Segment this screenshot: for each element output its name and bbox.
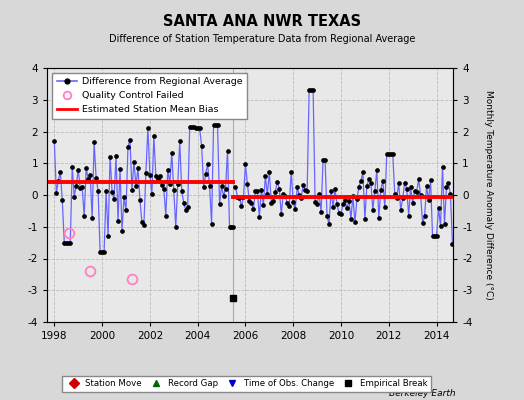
Legend: Difference from Regional Average, Quality Control Failed, Estimated Station Mean: Difference from Regional Average, Qualit…	[52, 73, 247, 119]
Legend: Station Move, Record Gap, Time of Obs. Change, Empirical Break: Station Move, Record Gap, Time of Obs. C…	[62, 376, 431, 392]
Text: SANTA ANA NWR TEXAS: SANTA ANA NWR TEXAS	[163, 14, 361, 29]
Y-axis label: Monthly Temperature Anomaly Difference (°C): Monthly Temperature Anomaly Difference (…	[484, 90, 493, 300]
Text: Berkeley Earth: Berkeley Earth	[389, 389, 456, 398]
Text: Difference of Station Temperature Data from Regional Average: Difference of Station Temperature Data f…	[109, 34, 415, 44]
